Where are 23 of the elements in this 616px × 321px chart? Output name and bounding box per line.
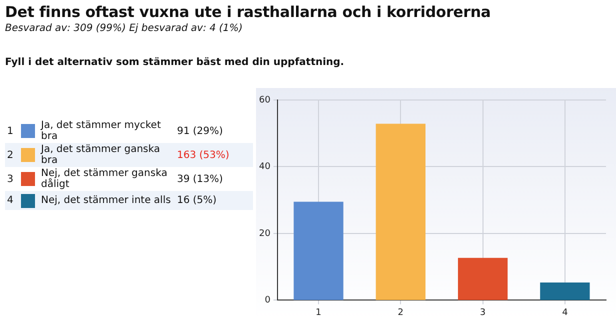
text: Nej, det stämmer inte alls [40,194,172,208]
y-tick-label: 60 [259,95,271,106]
x-tick-label: 3 [480,308,486,318]
text: 91 (29%) [176,124,224,138]
x-tick-label: 1 [316,308,322,318]
chart-title: Det finns oftast vuxna ute i rasthallarna och i korridorerna [5,3,491,21]
x-tick-label: 4 [562,308,568,318]
category-label: 3 [7,174,14,184]
category-label: 1 [7,126,14,136]
y-tick-label: 40 [259,162,271,172]
y-tick-label: 20 [259,228,271,239]
category-label: 2 [7,150,14,160]
text: 163 (53%) [176,148,230,162]
text: Fyll i det alternativ som stämmer bäst med din uppfattning. [5,57,344,68]
text: Ja, det stämmer ganska bra [40,143,161,167]
text: 39 (13%) [176,172,224,186]
x-tick-label: 2 [398,308,404,318]
text: Nej, det stämmer ganska dåligt [40,167,168,191]
category-label: 4 [7,195,14,206]
text: Besvarad av: 309 (99%) Ej besvarad av: 4 (1%) [5,23,243,34]
text: Ja, det stämmer mycket bra [40,119,162,143]
y-tick-label: 0 [264,296,271,306]
text: 16 (5%) [176,194,218,208]
